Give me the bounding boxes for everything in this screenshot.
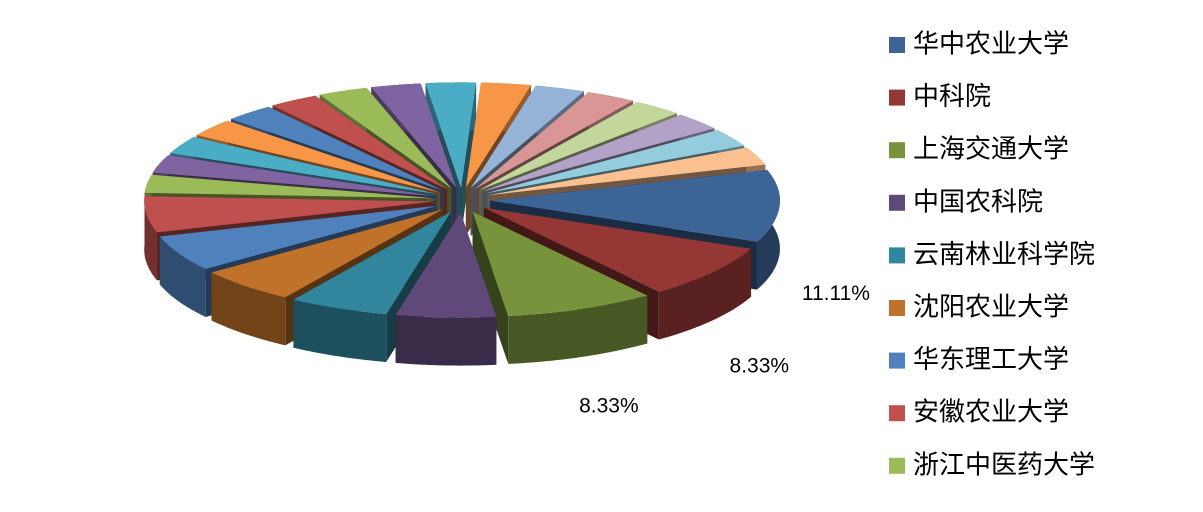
legend-swatch: [889, 247, 905, 264]
legend-label: 沈阳农业大学: [913, 293, 1069, 323]
legend-swatch: [889, 457, 905, 474]
slice-group: [395, 212, 497, 366]
legend-swatch: [889, 142, 905, 159]
data-label: 11.11%: [802, 282, 870, 305]
legend-label: 中科院: [913, 82, 991, 112]
legend-label: 华中农业大学: [913, 30, 1069, 60]
data-labels: 11.11% 8.33% 8.33%: [579, 282, 870, 417]
slice: [395, 212, 497, 318]
slice-wall: [211, 272, 286, 346]
slice-wall: [658, 248, 752, 340]
legend-label: 安徽农业大学: [913, 398, 1069, 428]
legend-swatch: [889, 89, 905, 106]
slice: [144, 196, 435, 233]
slice: [475, 92, 634, 189]
slice-wall: [293, 299, 387, 362]
slice-side: [472, 211, 509, 364]
legend-swatch: [889, 194, 905, 211]
slice: [485, 130, 745, 194]
slice: [211, 209, 443, 298]
slice: [144, 174, 435, 199]
slice-wall: [508, 295, 648, 364]
legend-label: 华东理工大学: [913, 345, 1069, 375]
slice: [319, 87, 452, 189]
slice: [465, 82, 532, 188]
slice: [482, 114, 715, 192]
legend-swatch: [889, 300, 905, 316]
slice: [425, 82, 477, 188]
slice: [489, 169, 780, 242]
slice: [170, 136, 438, 195]
slice: [272, 95, 448, 190]
slice: [484, 207, 752, 292]
slice: [293, 211, 452, 314]
legend-label: 中国农科院: [913, 187, 1043, 217]
slice: [472, 211, 648, 316]
data-label: 8.33%: [730, 354, 790, 377]
legend-label: 上海交通大学: [913, 135, 1069, 165]
slice: [159, 205, 438, 270]
slice-side: [159, 205, 438, 285]
slice: [152, 155, 436, 197]
slice: [231, 106, 444, 191]
slice-wall: [159, 236, 206, 318]
legend-label: 云南林业科学院: [913, 240, 1095, 270]
legend-swatch: [889, 352, 905, 369]
slice-group: [472, 211, 648, 364]
legend-label: 浙江中医药大学: [913, 450, 1095, 480]
slice-wall: [144, 196, 157, 281]
slice: [487, 147, 766, 196]
slice: [196, 120, 440, 193]
slice: [371, 83, 457, 188]
pie: [144, 82, 780, 366]
data-label: 8.33%: [579, 394, 639, 417]
slice: [479, 101, 677, 191]
legend-swatch: [889, 405, 905, 422]
legend: 华中农业大学中科院上海交通大学中国农科院云南林业科学院沈阳农业大学华东理工大学安…: [889, 30, 1095, 480]
slice: [470, 85, 584, 189]
slice-wall: [395, 314, 497, 366]
legend-swatch: [889, 37, 905, 53]
